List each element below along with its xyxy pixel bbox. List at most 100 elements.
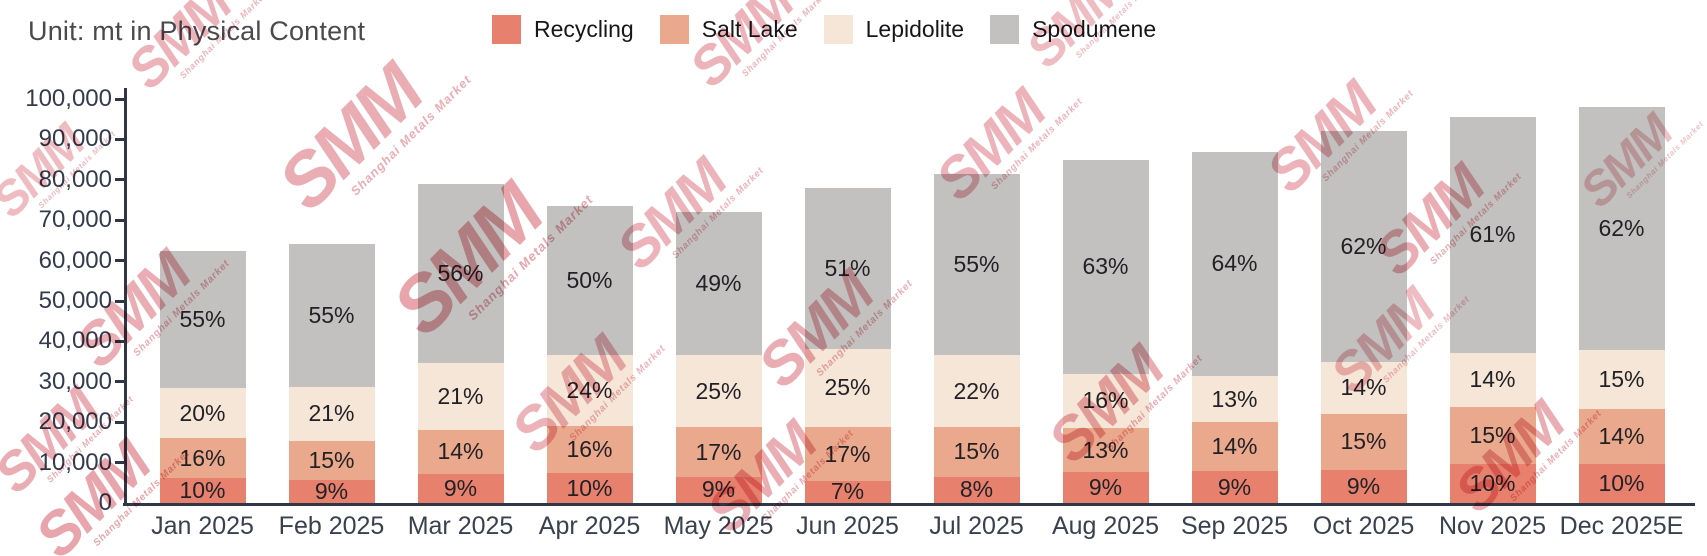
bar-segment-lepidolite: 24% xyxy=(546,354,633,426)
bar-segment-label-lepidolite: 22% xyxy=(953,377,1000,404)
chart-unit-title: Unit: mt in Physical Content xyxy=(28,16,366,46)
y-axis-line xyxy=(124,88,127,506)
x-axis-category-label: Jan 2025 xyxy=(151,512,254,540)
x-axis-category-label: Aug 2025 xyxy=(1051,512,1160,540)
bar-segment-label-recycling: 9% xyxy=(701,476,736,503)
bar-segment-recycling: 10% xyxy=(159,477,246,503)
bar-segment-salt-lake: 14% xyxy=(1578,408,1665,464)
x-axis-category-label: May 2025 xyxy=(663,512,774,540)
x-axis-category-label: Feb 2025 xyxy=(278,512,385,540)
y-axis-tick-label: 100,000 xyxy=(25,85,112,112)
bar-segment-label-lepidolite: 25% xyxy=(824,374,871,401)
bar-segment-recycling: 9% xyxy=(1320,469,1407,503)
x-axis-category-label: Apr 2025 xyxy=(538,512,641,540)
bar-segment-recycling: 9% xyxy=(417,474,504,503)
bar-segment-salt-lake: 13% xyxy=(1062,428,1149,473)
bar-segment-salt-lake: 15% xyxy=(1320,413,1407,470)
bar-segment-lepidolite: 16% xyxy=(1062,373,1149,429)
bar-segment-label-salt-lake: 16% xyxy=(566,436,613,463)
bar-segment-salt-lake: 16% xyxy=(159,438,246,478)
bar-segment-label-lepidolite: 16% xyxy=(1082,387,1129,414)
bar-segment-spodumene: 64% xyxy=(1191,151,1278,377)
bar-segment-label-salt-lake: 14% xyxy=(437,438,484,465)
bar-segment-recycling: 9% xyxy=(675,476,762,503)
bar-segment-spodumene: 50% xyxy=(546,206,633,355)
y-axis-tick-mark xyxy=(115,97,125,101)
bar-segment-label-salt-lake: 13% xyxy=(1082,436,1129,463)
bar-segment-label-salt-lake: 15% xyxy=(1340,428,1387,455)
legend-item-lepidolite: Lepidolite xyxy=(823,15,965,44)
y-axis-tick-label: 60,000 xyxy=(38,246,112,274)
bar-segment-spodumene: 55% xyxy=(288,244,375,387)
legend-swatch-spodumene xyxy=(990,15,1020,44)
bar-segment-label-recycling: 9% xyxy=(314,477,349,504)
bar-segment-label-salt-lake: 15% xyxy=(953,438,1000,465)
bar-segment-lepidolite: 15% xyxy=(1578,350,1665,409)
legend-swatch-lepidolite xyxy=(823,15,853,44)
bar-segment-salt-lake: 17% xyxy=(804,427,891,481)
bar-segment-salt-lake: 14% xyxy=(417,429,504,475)
bar-segment-salt-lake: 16% xyxy=(546,425,633,474)
bar-segment-lepidolite: 25% xyxy=(675,354,762,428)
bar-segment-salt-lake: 15% xyxy=(1449,406,1536,465)
bar-segment-lepidolite: 20% xyxy=(159,388,246,438)
bar-segment-label-salt-lake: 17% xyxy=(824,440,871,467)
y-axis-tick-mark xyxy=(115,137,125,141)
legend-label-lepidolite: Lepidolite xyxy=(865,16,965,42)
bar-segment-label-spodumene: 55% xyxy=(179,305,226,332)
bar-segment-recycling: 9% xyxy=(1191,471,1278,503)
bar-segment-label-lepidolite: 13% xyxy=(1211,385,1258,412)
x-axis-category-label: Oct 2025 xyxy=(1312,512,1415,540)
x-axis-line xyxy=(123,503,1695,506)
bar-segment-label-lepidolite: 25% xyxy=(695,377,742,404)
y-axis-tick-mark xyxy=(115,299,125,303)
legend-swatch-recycling xyxy=(492,15,521,44)
bar-segment-salt-lake: 17% xyxy=(675,427,762,477)
bar-segment-lepidolite: 13% xyxy=(1191,376,1278,423)
bar-segment-label-recycling: 10% xyxy=(179,477,226,503)
legend-label-recycling: Recycling xyxy=(534,16,634,42)
y-axis-tick-mark xyxy=(115,178,125,182)
y-axis-tick-label: 20,000 xyxy=(38,408,112,436)
y-axis-tick-label: 30,000 xyxy=(38,367,112,395)
bar-segment-label-recycling: 9% xyxy=(1088,474,1123,501)
bar-segment-label-spodumene: 55% xyxy=(308,302,355,329)
bar-segment-recycling: 10% xyxy=(1578,463,1665,503)
legend-item-recycling: Recycling xyxy=(492,15,634,44)
bar-segment-lepidolite: 14% xyxy=(1449,352,1536,407)
y-axis-tick-label: 10,000 xyxy=(38,448,112,476)
bar-segment-spodumene: 49% xyxy=(675,212,762,355)
bar-segment-label-salt-lake: 14% xyxy=(1598,422,1645,449)
x-axis-category-label: Jun 2025 xyxy=(796,512,899,540)
y-axis-tick-mark xyxy=(115,218,125,222)
bar-segment-label-lepidolite: 20% xyxy=(179,399,226,426)
bar-segment-label-recycling: 10% xyxy=(1598,469,1645,496)
y-axis-tick-mark xyxy=(115,420,125,424)
bar-segment-recycling: 10% xyxy=(546,473,633,503)
bar-segment-lepidolite: 21% xyxy=(417,362,504,430)
bar-segment-spodumene: 63% xyxy=(1062,159,1149,374)
bar-segment-lepidolite: 14% xyxy=(1320,361,1407,414)
bar-segment-label-lepidolite: 24% xyxy=(566,376,613,403)
bar-segment-spodumene: 62% xyxy=(1320,131,1407,362)
bar-segment-label-spodumene: 49% xyxy=(695,269,742,296)
legend-label-salt-lake: Salt Lake xyxy=(701,16,798,42)
bar-segment-label-recycling: 10% xyxy=(566,474,613,501)
bar-segment-label-spodumene: 62% xyxy=(1598,215,1645,242)
x-axis-category-label: Nov 2025 xyxy=(1438,512,1547,540)
legend-item-salt-lake: Salt Lake xyxy=(659,15,798,44)
bar-segment-recycling: 9% xyxy=(1062,472,1149,503)
x-axis-category-label: Jul 2025 xyxy=(929,512,1024,540)
bar-segment-recycling: 10% xyxy=(1449,464,1536,503)
bar-segment-spodumene: 61% xyxy=(1449,117,1536,353)
x-axis-category-label: Mar 2025 xyxy=(407,512,514,540)
bar-segment-label-lepidolite: 15% xyxy=(1598,366,1645,392)
bar-segment-lepidolite: 21% xyxy=(288,386,375,441)
bar-segment-spodumene: 62% xyxy=(1578,107,1665,351)
bar-segment-label-salt-lake: 14% xyxy=(1211,433,1258,460)
y-axis-tick-mark xyxy=(115,259,125,263)
bar-segment-label-spodumene: 51% xyxy=(824,254,871,281)
bar-segment-label-spodumene: 50% xyxy=(566,266,613,293)
